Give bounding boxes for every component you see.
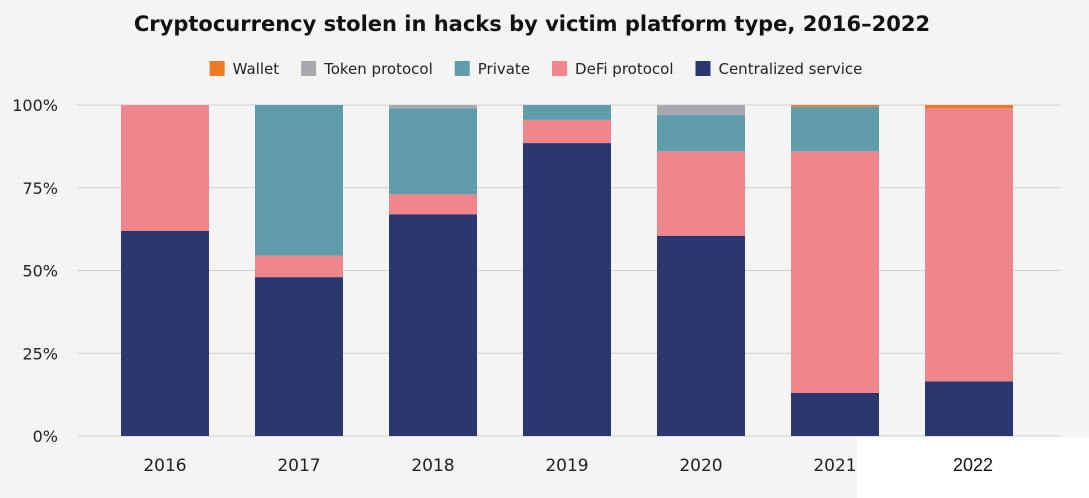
bar-2019-centralized-service [523,143,611,436]
bar-2016-defi-protocol [121,105,209,231]
x-tick-label-2022-overlay: 2022 [952,455,994,475]
legend-swatch-wallet [209,61,225,76]
x-tick-label-2020: 2020 [679,456,722,476]
x-tick-label-2018: 2018 [411,456,454,476]
bar-2021-wallet [791,105,879,107]
legend-swatch-defi-protocol [552,61,568,76]
x-tick-label-2016: 2016 [143,456,186,476]
legend-label-wallet: Wallet [233,60,280,78]
bar-2016-centralized-service [121,230,209,436]
bar-2020-centralized-service [657,235,745,436]
bar-2022-defi-protocol [925,108,1013,382]
overlay-patch: 2022 [857,437,1089,498]
bar-2017-centralized-service [255,277,343,436]
legend: Wallet Token protocol Private DeFi protocol… [209,60,862,78]
bar-2020-defi-protocol [657,151,745,236]
bar-2018-centralized-service [389,214,477,436]
bar-2017-defi-protocol [255,255,343,278]
legend-label-private: Private [478,60,530,78]
y-tick-label-100: 100% [12,96,58,115]
bar-2018-private [389,108,477,195]
bar-2020-token-protocol [657,105,745,115]
bar-2022-centralized-service [925,381,1013,436]
chart-title: Cryptocurrency stolen in hacks by victim… [134,12,930,36]
y-tick-label-50: 50% [22,262,58,281]
x-tick-label-2019: 2019 [545,456,588,476]
legend-swatch-token-protocol [301,61,317,76]
legend-label-defi-protocol: DeFi protocol [575,60,673,78]
y-tick-label-0: 0% [33,427,58,446]
bar-2021-defi-protocol [791,151,879,393]
legend-swatch-centralized-service [695,61,711,76]
y-tick-label-75: 75% [22,179,58,198]
legend-label-token-protocol: Token protocol [323,60,433,78]
bars [121,105,1013,436]
bar-2019-defi-protocol [523,119,611,144]
bar-2020-private [657,114,745,152]
legend-label-centralized-service: Centralized service [718,60,862,78]
bar-2021-private [791,106,879,152]
y-axis: 0% 25% 50% 75% 100% [12,96,58,446]
legend-swatch-private [454,61,470,76]
bar-2018-defi-protocol [389,194,477,215]
y-tick-label-25: 25% [22,344,58,363]
x-tick-label-2021: 2021 [813,456,856,476]
x-tick-label-2017: 2017 [277,456,320,476]
bar-2018-token-protocol [389,105,477,109]
bar-2021-centralized-service [791,392,879,436]
bar-2017-private [255,105,343,256]
bar-2019-private [523,105,611,120]
bar-2022-wallet [925,105,1013,109]
